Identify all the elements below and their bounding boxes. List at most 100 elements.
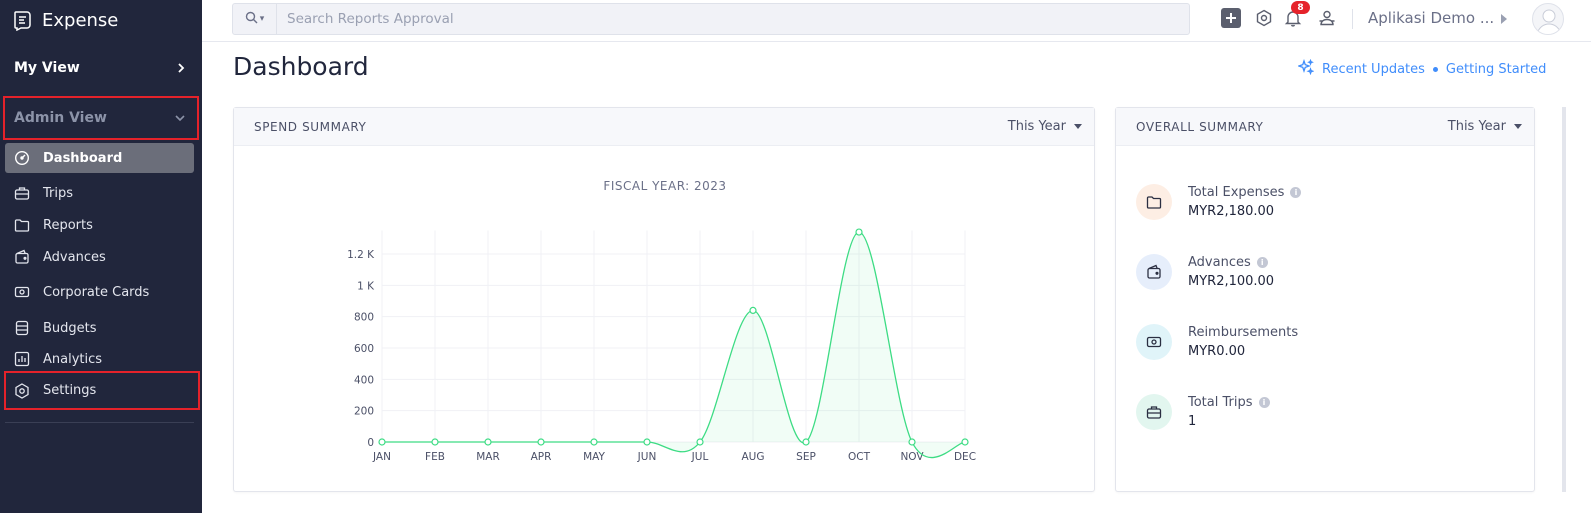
y-tick-label: 600 xyxy=(354,343,374,355)
x-tick-label: JUL xyxy=(691,451,709,463)
wallet-icon xyxy=(1136,254,1172,290)
summary-reimbursements[interactable]: Reimbursements MYR0.00 xyxy=(1136,322,1298,362)
overall-summary-title: OVERALL SUMMARY xyxy=(1136,119,1264,134)
sidebar: Expense My View Admin View Dashboard Tri… xyxy=(0,0,202,513)
x-tick-label: DEC xyxy=(954,451,976,463)
search-filter-button[interactable]: ▾ xyxy=(233,4,277,34)
data-point xyxy=(484,438,492,446)
caret-right-icon[interactable] xyxy=(1501,14,1507,24)
x-tick-label: JUN xyxy=(637,451,657,463)
summary-advances[interactable]: Advances i MYR2,100.00 xyxy=(1136,252,1274,292)
getting-started-link[interactable]: Getting Started xyxy=(1445,61,1547,77)
y-tick-label: 1 K xyxy=(357,280,375,292)
sidebar-item-corporate-cards[interactable]: Corporate Cards xyxy=(5,277,194,307)
x-tick-label: APR xyxy=(531,451,552,463)
overall-summary-card: OVERALL SUMMARY This Year Total Expenses… xyxy=(1115,107,1535,492)
data-point xyxy=(855,228,863,236)
data-point xyxy=(378,438,386,446)
spend-summary-card: SPEND SUMMARY This Year FISCAL YEAR: 202… xyxy=(233,107,1095,492)
data-point xyxy=(961,438,969,446)
sidebar-item-dashboard[interactable]: Dashboard xyxy=(5,143,194,173)
overall-period-dropdown[interactable]: This Year xyxy=(1448,119,1522,134)
spend-chart: 0 200 400 600 800 1 K 1.2 K JAN FEB MAR APR MAY JUN J… xyxy=(347,228,976,463)
caret-down-icon xyxy=(1514,124,1522,129)
spend-period-dropdown[interactable]: This Year xyxy=(1008,119,1082,134)
data-point xyxy=(537,438,545,446)
caret-down-icon: ▾ xyxy=(259,14,265,24)
overall-summary-header: OVERALL SUMMARY This Year xyxy=(1116,108,1534,146)
x-tick-label: NOV xyxy=(900,451,924,463)
summary-label: Total Expenses xyxy=(1188,185,1285,200)
sidebar-item-label: Budgets xyxy=(43,320,97,336)
data-point xyxy=(643,438,651,446)
sidebar-item-label: Advances xyxy=(43,249,106,265)
summary-label: Reimbursements xyxy=(1188,325,1299,340)
admin-view-toggle[interactable]: Admin View xyxy=(3,96,199,140)
x-tick-label: SEP xyxy=(796,451,816,463)
sidebar-item-trips[interactable]: Trips xyxy=(5,178,194,208)
y-tick-label: 400 xyxy=(354,374,374,386)
search-bar: ▾ xyxy=(232,3,1190,35)
x-tick-label: MAY xyxy=(583,451,605,463)
sidebar-item-label: Analytics xyxy=(43,351,103,367)
card-icon xyxy=(13,283,31,301)
x-tick-label: MAR xyxy=(476,451,500,463)
info-icon[interactable]: i xyxy=(1256,257,1268,268)
suitcase-icon xyxy=(1136,394,1172,430)
data-point xyxy=(590,438,598,446)
user-switch-button[interactable] xyxy=(1317,8,1337,28)
summary-total-expenses[interactable]: Total Expenses i MYR2,180.00 xyxy=(1136,182,1302,222)
analytics-icon xyxy=(13,350,31,368)
notification-badge: 8 xyxy=(1291,1,1310,14)
folder-icon xyxy=(13,216,31,234)
data-point xyxy=(802,438,810,446)
series-area xyxy=(382,232,965,458)
x-tick-label: OCT xyxy=(848,451,871,463)
header-links: Recent Updates Getting Started xyxy=(1297,58,1547,79)
data-point xyxy=(749,306,757,314)
top-bar: ▾ 8 Aplikasi Demo ... xyxy=(202,0,1591,42)
sidebar-item-settings[interactable]: Settings xyxy=(4,371,200,410)
admin-view-label: Admin View xyxy=(14,110,107,126)
search-input[interactable] xyxy=(277,4,1189,34)
recent-updates-link[interactable]: Recent Updates xyxy=(1322,61,1425,77)
info-icon[interactable]: i xyxy=(1258,397,1270,408)
gear-icon xyxy=(1256,9,1272,27)
sidebar-item-advances[interactable]: Advances xyxy=(5,242,194,272)
expense-logo-icon xyxy=(12,9,34,31)
y-tick-label: 800 xyxy=(354,312,374,324)
page-title: Dashboard xyxy=(233,52,369,81)
add-button[interactable] xyxy=(1221,8,1241,28)
my-view-label: My View xyxy=(14,60,80,76)
sidebar-item-budgets[interactable]: Budgets xyxy=(5,313,194,343)
link-separator xyxy=(1432,66,1438,72)
y-tick-label: 0 xyxy=(367,437,374,449)
top-divider xyxy=(1352,9,1353,29)
data-point xyxy=(431,438,439,446)
sidebar-item-reports[interactable]: Reports xyxy=(5,210,194,240)
x-tick-label: FEB xyxy=(425,451,445,463)
y-tick-label: 1.2 K xyxy=(347,249,375,261)
scrollbar[interactable] xyxy=(1562,107,1566,492)
summary-total-trips[interactable]: Total Trips i 1 xyxy=(1136,392,1270,432)
plus-icon xyxy=(1221,8,1241,28)
summary-value: 1 xyxy=(1188,414,1197,429)
suitcase-icon xyxy=(13,184,31,202)
my-view-toggle[interactable]: My View xyxy=(0,52,202,84)
x-tick-label: JAN xyxy=(372,451,391,463)
info-icon[interactable]: i xyxy=(1290,187,1302,198)
sidebar-item-analytics[interactable]: Analytics xyxy=(5,344,194,374)
caret-down-icon xyxy=(1074,124,1082,129)
chart-title: FISCAL YEAR: 2023 xyxy=(603,179,727,193)
summary-label: Advances xyxy=(1188,255,1251,270)
brand[interactable]: Expense xyxy=(12,6,118,34)
dashboard-icon xyxy=(13,149,31,167)
folder-icon xyxy=(1136,184,1172,220)
avatar[interactable] xyxy=(1532,3,1564,35)
chevron-right-icon xyxy=(172,59,190,77)
cash-icon xyxy=(1136,324,1172,360)
data-point xyxy=(696,438,704,446)
org-switcher[interactable]: Aplikasi Demo ... xyxy=(1368,9,1495,27)
settings-button[interactable] xyxy=(1254,8,1274,28)
sidebar-item-label: Reports xyxy=(43,217,93,233)
